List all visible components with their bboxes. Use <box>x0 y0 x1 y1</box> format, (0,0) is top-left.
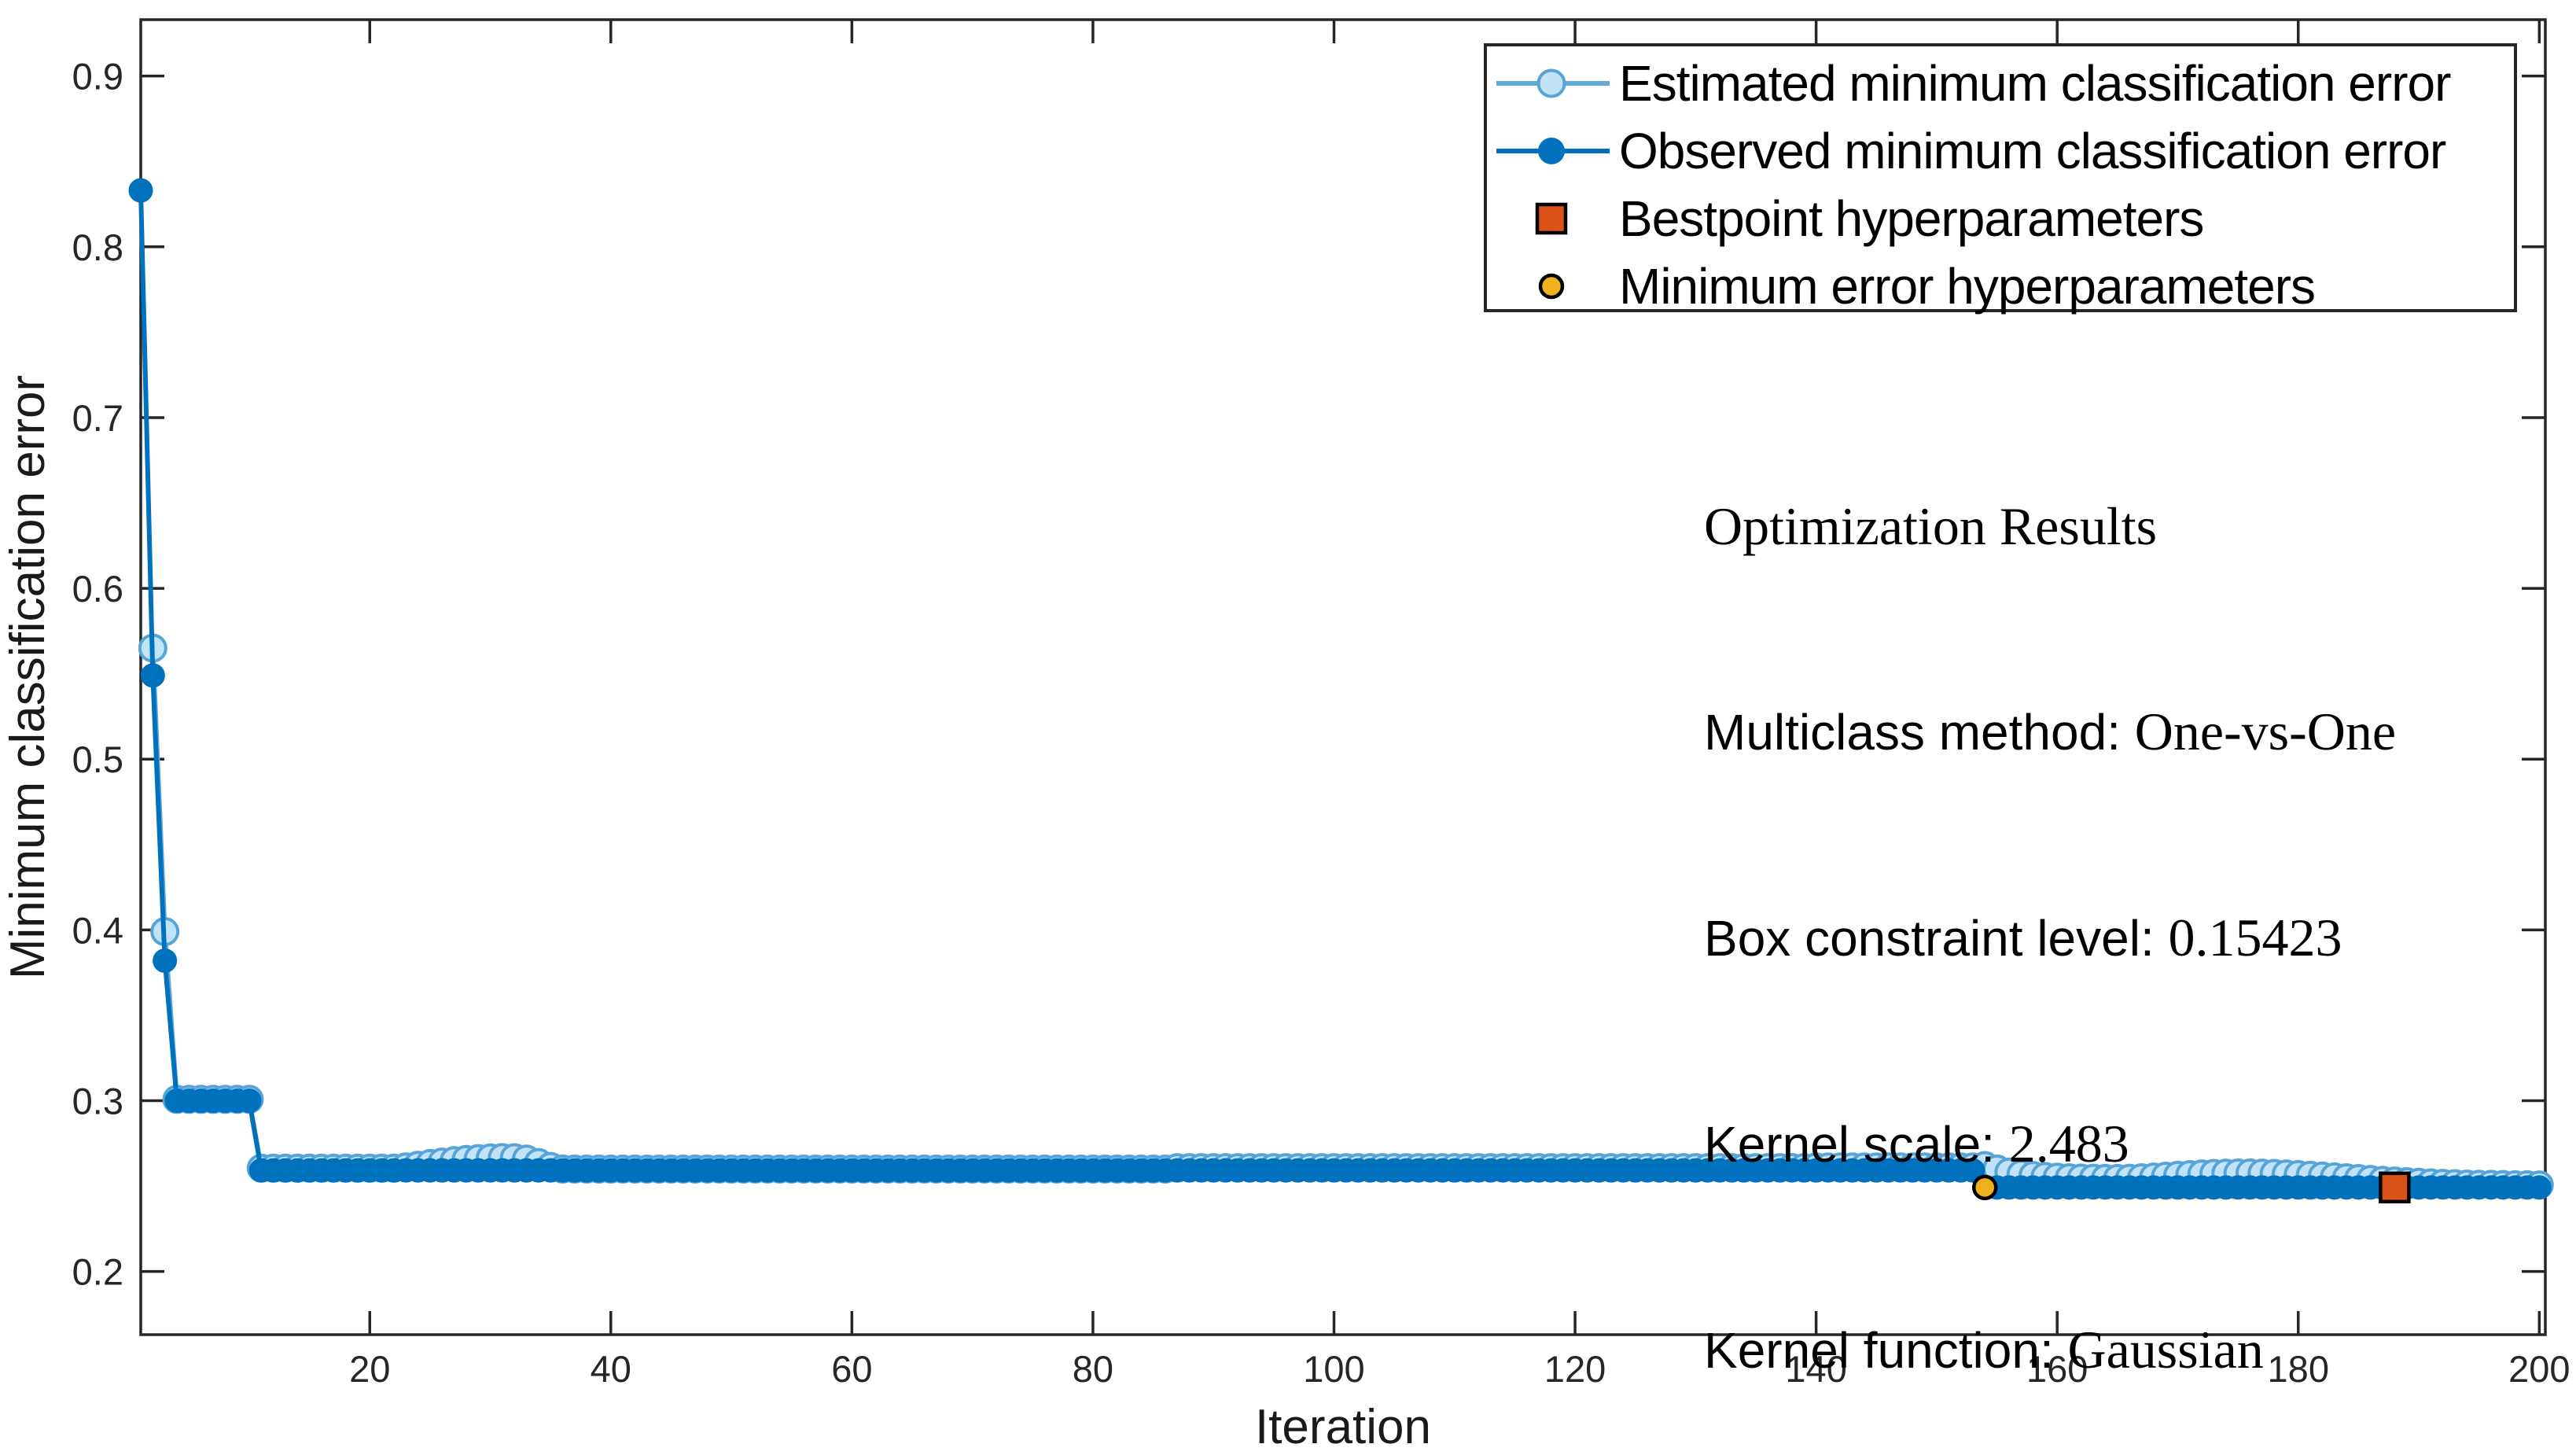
svg-text:0.6: 0.6 <box>72 568 123 610</box>
svg-text:Iteration: Iteration <box>1255 1400 1431 1454</box>
svg-text:140: 140 <box>1785 1348 1846 1390</box>
legend-item-bestpoint: Bestpoint hyperparameters <box>1495 185 2508 252</box>
annotation-title: Optimization Results <box>1704 496 2158 556</box>
svg-text:20: 20 <box>349 1348 390 1390</box>
svg-text:0.9: 0.9 <box>72 56 123 98</box>
svg-text:180: 180 <box>2268 1348 2329 1390</box>
observed-line-marker-icon <box>1495 117 1613 185</box>
minimum-error-circle-icon <box>1495 252 1613 320</box>
optimization-results-annotation: Optimization Results Multiclass method: … <box>1704 355 2396 1455</box>
annotation-line-kernel-scale: Kernel scale: 2.483 <box>1704 1114 2129 1173</box>
svg-text:100: 100 <box>1303 1348 1364 1390</box>
svg-text:Minimum classification error: Minimum classification error <box>1 375 55 979</box>
legend-item-estimated: Estimated minimum classification error <box>1495 50 2508 117</box>
svg-text:200: 200 <box>2508 1348 2570 1390</box>
annotation-line-box-constraint: Box constraint level: 0.15423 <box>1704 908 2342 967</box>
legend-label: Observed minimum classification error <box>1619 123 2446 179</box>
svg-text:0.8: 0.8 <box>72 227 123 268</box>
svg-text:0.3: 0.3 <box>72 1081 123 1122</box>
legend: Estimated minimum classification error O… <box>1484 43 2517 315</box>
svg-text:60: 60 <box>831 1348 872 1390</box>
legend-label: Minimum error hyperparameters <box>1619 258 2316 315</box>
svg-text:80: 80 <box>1073 1348 1113 1390</box>
bestpoint-square-icon <box>1495 185 1613 252</box>
legend-item-minimum-error: Minimum error hyperparameters <box>1495 252 2508 320</box>
legend-item-observed: Observed minimum classification error <box>1495 117 2508 185</box>
annotation-line-kernel-function: Kernel function: Gaussian <box>1704 1320 2264 1379</box>
svg-text:120: 120 <box>1544 1348 1606 1390</box>
legend-label: Bestpoint hyperparameters <box>1619 190 2204 247</box>
legend-label: Estimated minimum classification error <box>1619 55 2451 112</box>
svg-text:40: 40 <box>591 1348 631 1390</box>
svg-text:0.2: 0.2 <box>72 1251 123 1293</box>
estimated-line-marker-icon <box>1495 50 1613 117</box>
svg-text:0.5: 0.5 <box>72 739 123 780</box>
svg-text:160: 160 <box>2026 1348 2088 1390</box>
svg-text:0.7: 0.7 <box>72 397 123 439</box>
annotation-line-multiclass: Multiclass method: One-vs-One <box>1704 702 2397 761</box>
svg-text:0.4: 0.4 <box>72 909 123 951</box>
